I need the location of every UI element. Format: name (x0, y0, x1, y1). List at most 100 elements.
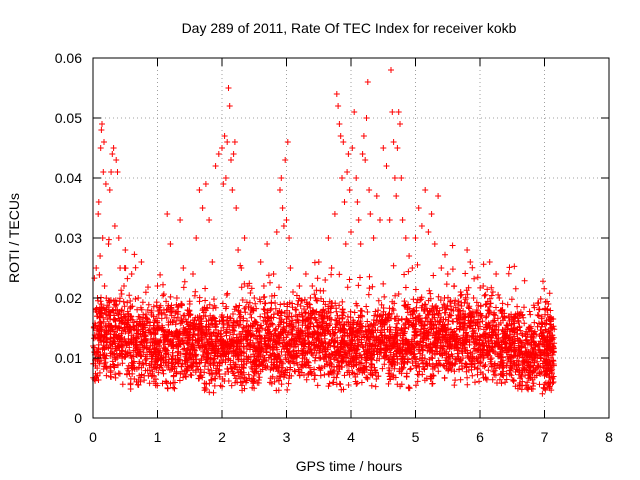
data-point (322, 277, 329, 283)
data-point (381, 361, 388, 368)
data-point (464, 374, 471, 381)
data-point (276, 353, 283, 360)
data-point (358, 322, 365, 329)
data-point (181, 278, 188, 285)
data-point (394, 145, 401, 151)
data-point (513, 357, 520, 364)
data-point (264, 241, 271, 247)
data-point (536, 381, 543, 388)
data-point (104, 337, 111, 343)
data-point (284, 351, 291, 358)
data-point (221, 133, 228, 139)
data-point (219, 383, 226, 390)
data-point (139, 299, 146, 306)
data-point (452, 355, 459, 362)
data-point (204, 358, 211, 365)
data-point (426, 287, 433, 294)
data-point (348, 346, 355, 353)
data-point (268, 314, 275, 321)
data-point (489, 326, 496, 333)
data-point (522, 344, 529, 351)
data-point (470, 355, 477, 362)
data-point (204, 350, 211, 357)
data-point (237, 321, 243, 328)
data-point (301, 337, 308, 344)
data-point (247, 311, 254, 318)
data-point (497, 320, 504, 326)
data-point (265, 272, 272, 279)
data-point (392, 374, 399, 381)
data-point (138, 364, 145, 371)
data-point (406, 253, 413, 259)
data-point (418, 296, 425, 303)
data-point (231, 139, 238, 145)
data-point (237, 343, 243, 350)
data-point (317, 287, 324, 294)
data-point (377, 217, 383, 223)
data-point (549, 374, 556, 381)
data-point (327, 321, 334, 327)
data-point (331, 367, 338, 374)
data-point (244, 283, 251, 289)
data-point (441, 295, 448, 301)
data-point (191, 317, 198, 323)
data-point (241, 280, 248, 287)
data-point (324, 328, 331, 335)
data-point (530, 380, 537, 387)
data-point (308, 370, 315, 377)
data-point (182, 367, 189, 374)
data-point (100, 352, 107, 359)
data-point (273, 333, 280, 339)
data-point (249, 323, 256, 330)
data-point (194, 363, 201, 370)
data-point (110, 363, 117, 370)
data-point (167, 241, 174, 247)
data-point (264, 307, 271, 314)
data-point (160, 327, 166, 333)
data-point (307, 346, 314, 353)
data-point (186, 301, 193, 307)
data-point (267, 279, 273, 286)
data-point (394, 320, 401, 327)
data-point (164, 385, 171, 391)
data-point (182, 350, 189, 357)
data-point (504, 353, 511, 360)
data-point (211, 296, 217, 303)
data-point (462, 329, 469, 336)
data-point (404, 345, 411, 352)
data-point (534, 312, 541, 318)
data-point (380, 145, 387, 151)
data-point (469, 264, 476, 271)
data-point (317, 372, 324, 379)
data-point (538, 331, 545, 337)
data-point (216, 318, 223, 325)
data-point (382, 332, 388, 339)
data-point (409, 360, 416, 367)
data-point (199, 374, 206, 381)
data-point (118, 317, 125, 324)
y-tick-label: 0.06 (55, 50, 82, 66)
data-point (341, 199, 348, 205)
data-point (511, 263, 518, 270)
data-point (464, 300, 471, 307)
data-point (286, 235, 293, 241)
data-point (340, 139, 347, 145)
data-point (438, 265, 445, 271)
data-point (219, 300, 226, 307)
data-point (131, 325, 138, 331)
data-point (157, 271, 164, 278)
data-point (495, 331, 501, 338)
data-point (325, 341, 332, 348)
data-point (295, 325, 302, 332)
data-point (124, 308, 131, 315)
data-point (385, 311, 392, 318)
data-point (357, 360, 364, 366)
data-point (467, 319, 474, 326)
data-point (512, 285, 519, 292)
data-point (272, 364, 279, 371)
data-point (309, 283, 316, 289)
data-point (511, 361, 518, 368)
data-point (346, 187, 353, 193)
data-point (237, 369, 244, 375)
data-point (364, 309, 371, 315)
